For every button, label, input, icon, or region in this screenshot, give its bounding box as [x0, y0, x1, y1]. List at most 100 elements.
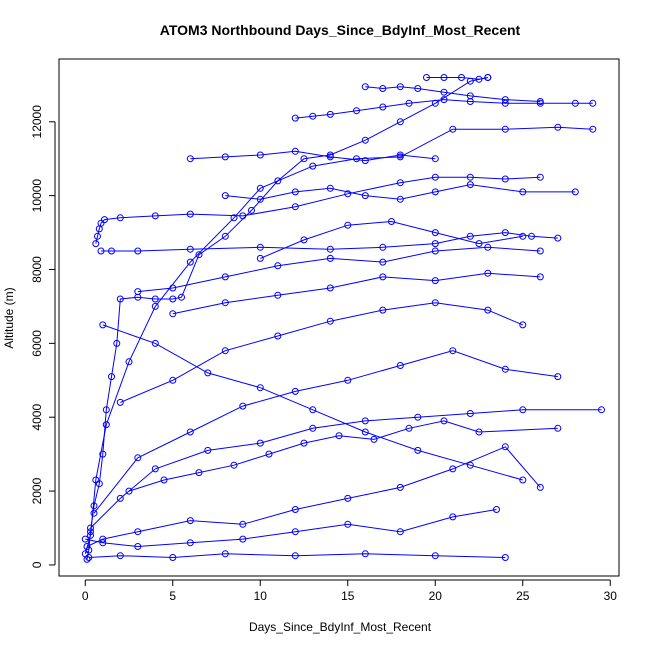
data-point	[309, 406, 317, 414]
data-point	[431, 155, 439, 163]
data-point	[484, 243, 492, 251]
series-line	[93, 350, 558, 514]
data-point	[291, 506, 299, 513]
data-point	[405, 99, 413, 107]
data-point	[370, 435, 378, 443]
series-line	[86, 77, 488, 560]
data-point	[300, 236, 308, 244]
plot-box	[58, 58, 620, 577]
data-point	[344, 221, 352, 229]
data-point	[134, 247, 142, 255]
data-point	[309, 162, 317, 170]
data-point	[396, 118, 404, 126]
data-point	[274, 332, 282, 340]
data-point	[178, 293, 185, 301]
series-line	[172, 272, 541, 315]
data-point	[92, 240, 100, 248]
data-point	[396, 362, 404, 369]
data-point	[344, 376, 352, 384]
data-point	[589, 125, 597, 133]
data-point	[291, 203, 299, 211]
x-tick-label: 10	[254, 589, 268, 603]
data-point	[466, 181, 474, 189]
data-point	[151, 212, 159, 220]
data-point	[501, 365, 509, 373]
chart-title: ATOM3 Northbound Days_Since_BdyInf_Most_…	[160, 22, 521, 38]
y-tick-label: 2000	[30, 477, 44, 504]
data-point	[431, 247, 439, 255]
data-point	[291, 387, 299, 395]
data-point	[361, 83, 369, 91]
data-point	[536, 173, 544, 181]
data-point	[431, 240, 439, 248]
data-point	[589, 99, 597, 107]
data-point	[466, 92, 474, 100]
y-tick-label: 4000	[30, 404, 44, 431]
series-line	[101, 232, 558, 252]
data-point	[186, 210, 194, 218]
data-point	[361, 428, 369, 436]
data-point	[414, 85, 422, 92]
data-point	[85, 546, 93, 554]
data-point	[116, 494, 124, 502]
data-point	[431, 173, 439, 181]
data-point	[221, 347, 229, 355]
data-point	[169, 554, 177, 561]
data-point	[151, 295, 159, 303]
series-12	[423, 74, 492, 83]
data-point	[95, 480, 103, 488]
data-point	[484, 306, 492, 314]
data-point	[326, 245, 334, 253]
data-point	[475, 75, 483, 83]
data-point	[326, 110, 334, 118]
data-point	[554, 234, 562, 242]
data-point	[519, 188, 527, 196]
data-point	[116, 552, 124, 560]
data-point	[160, 476, 168, 484]
data-point	[99, 535, 107, 543]
series-3	[92, 173, 544, 248]
data-point	[248, 206, 255, 214]
series-line	[426, 77, 488, 80]
data-point	[81, 550, 89, 558]
x-tick-label: 5	[169, 589, 176, 603]
data-point	[195, 469, 203, 477]
data-point	[102, 421, 110, 429]
data-point	[423, 74, 430, 81]
data-point	[169, 284, 177, 292]
data-point	[291, 147, 299, 155]
data-point	[353, 107, 360, 115]
y-axis-label: Altitude (m)	[2, 287, 16, 348]
data-point	[309, 112, 317, 120]
data-point	[449, 125, 457, 133]
y-tick-label: 8000	[30, 256, 44, 283]
data-point	[265, 450, 273, 458]
data-point	[274, 291, 282, 299]
data-point	[102, 406, 110, 414]
data-point	[291, 552, 299, 560]
data-point	[186, 539, 194, 547]
data-point	[431, 188, 439, 196]
data-point	[134, 454, 142, 462]
data-point	[396, 195, 404, 203]
series-line	[84, 126, 593, 554]
data-point	[326, 254, 334, 262]
data-point	[396, 483, 404, 491]
data-point	[99, 539, 107, 547]
series-4	[97, 229, 562, 255]
series-14	[134, 243, 544, 296]
data-point	[326, 153, 334, 161]
data-point	[344, 494, 352, 502]
data-point	[256, 384, 264, 392]
data-point	[99, 321, 107, 329]
data-point	[204, 369, 212, 377]
data-point	[94, 232, 101, 240]
data-point	[379, 258, 387, 266]
data-point	[379, 243, 387, 251]
series-line	[95, 176, 541, 244]
data-point	[239, 212, 247, 220]
data-point	[440, 417, 448, 425]
data-point	[379, 103, 387, 111]
data-point	[405, 424, 413, 432]
data-point	[571, 99, 579, 107]
